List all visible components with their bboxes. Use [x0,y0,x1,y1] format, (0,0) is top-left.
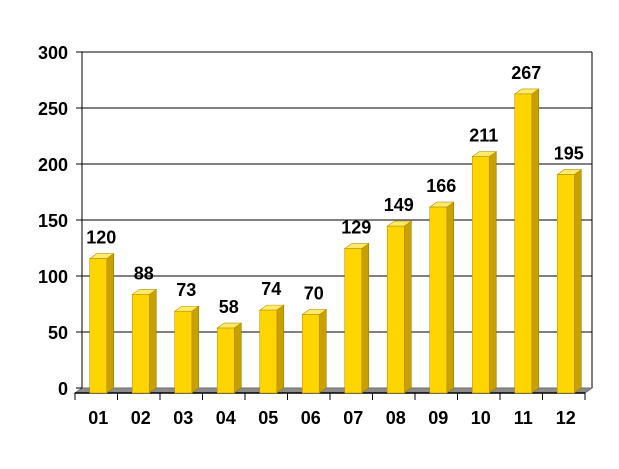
y-tick-label: 50 [48,323,68,343]
data-label: 58 [219,297,239,317]
x-tick-label: 07 [343,408,363,428]
bar-12 [556,169,583,394]
x-tick-label: 05 [258,408,278,428]
data-label: 211 [469,126,498,146]
x-tick-label: 01 [88,408,108,428]
bar-side-face [488,151,497,394]
y-tick-label: 250 [38,99,68,119]
gridlines [82,51,593,388]
bar-front-face [89,258,108,394]
x-tick-label: 10 [471,408,491,428]
bar-side-face [148,288,157,394]
bar-03 [173,305,200,394]
bar-side-face [318,309,327,394]
bar-09 [428,201,455,394]
bar-front-face [301,314,320,394]
data-label: 74 [261,279,281,299]
bar-side-face [106,253,115,394]
x-tick-label: 04 [216,408,236,428]
bar-front-face [556,174,575,394]
data-label: 120 [86,228,116,248]
x-tick-label: 11 [514,408,533,428]
x-tick-label: 12 [556,408,576,428]
x-tick-label: 02 [131,408,151,428]
bar-side-face [191,305,200,394]
data-labels: 120 88 73 58 74 70 129 149 166 211 267 195 [86,63,584,317]
x-tick-label: 09 [428,408,448,428]
bar-side-face [403,220,412,394]
data-label: 267 [511,63,541,83]
data-label: 149 [384,195,414,215]
bar-front-face [514,93,533,394]
axes [74,51,586,400]
x-tick-labels: 01 02 03 04 05 06 07 08 09 10 11 12 [88,408,576,428]
bar-10 [471,151,498,394]
bar-front-face [216,327,235,394]
bar-front-face [131,294,150,394]
data-label: 195 [554,144,584,164]
bar-06 [301,309,328,394]
bar-07 [343,242,370,394]
y-tick-label: 100 [38,267,68,287]
x-tick-label: 06 [301,408,321,428]
x-tick-label: 08 [386,408,406,428]
bar-side-face [233,322,242,394]
y-tick-labels: 0 50 100 150 200 250 300 [38,43,68,399]
bar-side-face [361,242,370,394]
data-label: 88 [134,263,154,283]
bar-side-face [573,169,582,394]
bar-side-face [446,201,455,394]
x-tick-label: 03 [173,408,193,428]
bar-01 [88,253,115,394]
data-label: 70 [304,284,324,304]
bar-08 [386,220,413,394]
bar-side-face [276,304,285,394]
y-tick-label: 150 [38,211,68,231]
y-tick-label: 300 [38,43,68,63]
y-tick-label: 200 [38,155,68,175]
bar-05 [258,304,285,394]
bar-front-face [174,310,193,394]
data-label: 129 [341,218,371,238]
bar-front-face [386,225,405,394]
data-label: 73 [176,280,196,300]
y-tick-label: 0 [58,379,68,399]
bar-02 [131,288,158,394]
bar-front-face [471,156,490,394]
bar-front-face [429,206,448,394]
bar-front-face [344,248,363,394]
bar-front-face [259,309,278,394]
bar-04 [216,322,243,394]
bar-side-face [531,88,540,394]
data-label: 166 [426,176,456,196]
bar-11 [513,88,540,394]
bars [88,88,583,394]
